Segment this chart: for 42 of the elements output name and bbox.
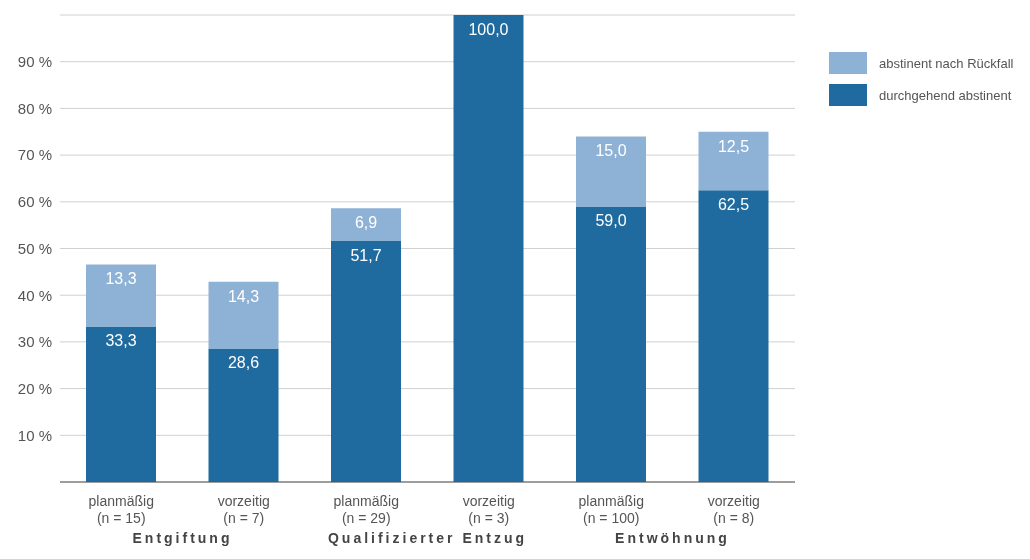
data-label: 62,5 (717, 196, 750, 214)
text: Entgiftung (132, 530, 233, 546)
x-tick-label: vorzeitig (n = 8) (707, 493, 760, 526)
text: Entwöhnung (615, 530, 730, 546)
y-tick-label: 60 % (17, 193, 52, 211)
y-tick-label: 40 % (17, 286, 52, 304)
data-label: 14,3 (227, 287, 260, 305)
legend-label: durchgehend abstinent (878, 86, 1013, 105)
x-tick-label: planmäßig (n = 100) (578, 493, 644, 526)
y-tick-label: 90 % (17, 53, 52, 71)
data-label: 13,3 (105, 270, 137, 288)
data-label: 33,3 (105, 332, 137, 350)
text: Qualifizierter Entzug (326, 530, 529, 546)
y-tick-label: 10 % (17, 426, 52, 444)
y-tick-label: 50 % (17, 239, 52, 257)
bar (698, 190, 769, 482)
y-tick-label: 70 % (17, 146, 52, 164)
data-label: 59,0 (595, 212, 627, 230)
y-tick-label: 20 % (17, 379, 52, 397)
bar (576, 136, 646, 207)
data-label: 51,7 (350, 246, 382, 264)
bar (453, 15, 524, 482)
bar (331, 208, 401, 241)
bar (86, 264, 156, 327)
y-tick-label: 30 % (17, 333, 52, 351)
bar (208, 281, 279, 349)
legend-label: abstinent nach Rückfall (878, 54, 1014, 73)
x-tick-label: vorzeitig (n = 7) (217, 493, 270, 526)
data-label: 15,0 (595, 142, 627, 160)
data-label: 6,9 (354, 214, 378, 232)
bar (86, 326, 156, 482)
bar (698, 131, 769, 191)
y-tick-label: 80 % (17, 99, 52, 117)
x-tick-label: planmäßig (n = 15) (88, 493, 154, 526)
bar (331, 240, 401, 482)
bar (208, 348, 279, 482)
x-tick-label: vorzeitig (n = 3) (462, 493, 515, 526)
x-tick-label: planmäßig (n = 29) (333, 493, 399, 526)
data-label: 12,5 (717, 137, 750, 155)
bar (576, 206, 646, 482)
data-label: 100,0 (468, 21, 509, 38)
data-label: 28,6 (227, 354, 260, 372)
